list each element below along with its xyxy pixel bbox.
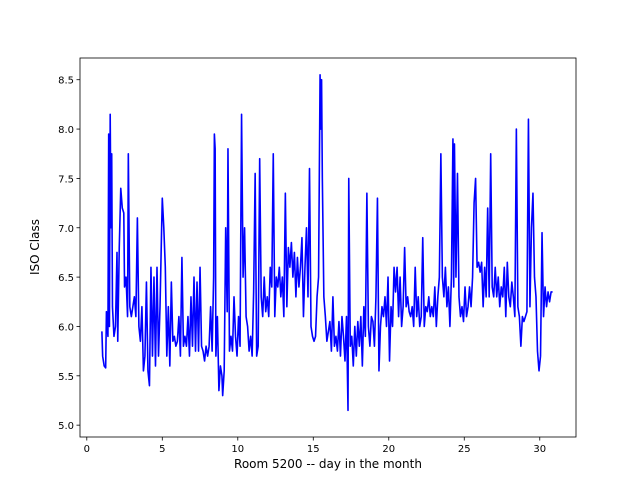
x-tick-label: 15 xyxy=(307,444,320,455)
y-tick-label: 6.0 xyxy=(58,322,74,333)
data-line xyxy=(101,73,553,412)
x-tick-label: 25 xyxy=(458,444,471,455)
x-tick-label: 10 xyxy=(231,444,244,455)
y-tick-label: 8.0 xyxy=(58,125,74,136)
x-tick-label: 20 xyxy=(382,444,395,455)
x-tick-label: 0 xyxy=(84,444,90,455)
y-axis-label: ISO Class xyxy=(28,219,42,275)
y-tick-label: 6.5 xyxy=(58,273,74,284)
y-tick-label: 8.5 xyxy=(58,76,74,87)
x-tick-label: 5 xyxy=(159,444,165,455)
y-tick-label: 5.5 xyxy=(58,372,74,383)
y-tick-label: 5.0 xyxy=(58,421,74,432)
plot-frame xyxy=(79,57,577,438)
x-tick-label: 30 xyxy=(533,444,546,455)
x-axis-label: Room 5200 -- day in the month xyxy=(234,457,422,471)
y-tick-label: 7.0 xyxy=(58,224,74,235)
y-tick-label: 7.5 xyxy=(58,174,74,185)
